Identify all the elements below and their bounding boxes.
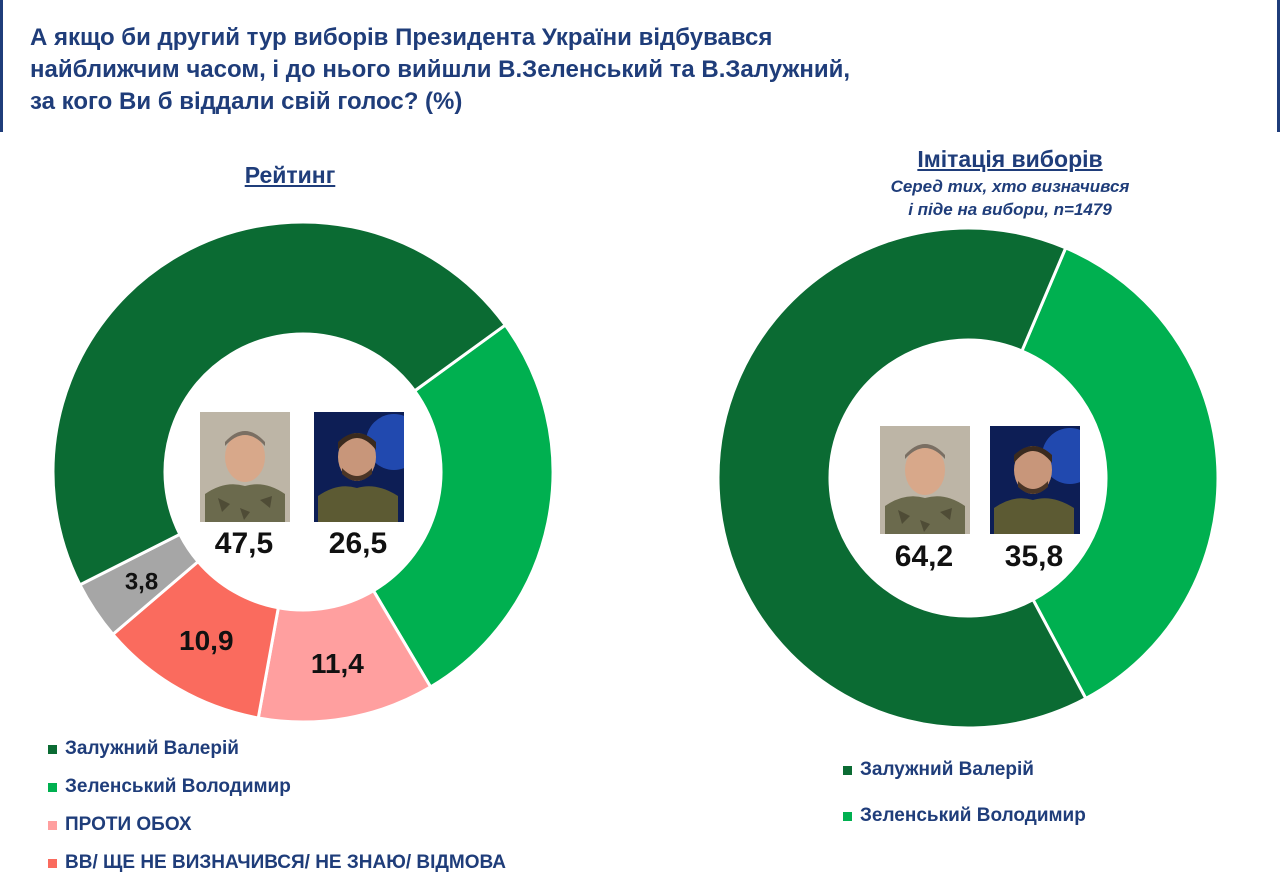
subtitle-line-2: і піде на вибори, n=1479 xyxy=(908,200,1112,219)
rating-donut-chart: 11,4 10,9 3,8 xyxy=(51,220,555,724)
legend-item-zaluzhnyi: Залужний Валерій xyxy=(843,747,1086,793)
title-line-1: А якщо би другий тур виборів Президента … xyxy=(30,24,773,51)
title-line-2: найближчим часом, і до нього вийшли В.Зе… xyxy=(30,56,851,83)
legend-marker xyxy=(48,858,57,868)
zaluzhnyi-slice xyxy=(51,220,508,587)
legend-label: Залужний Валерій xyxy=(65,738,239,759)
legend-label: ПРОТИ ОБОХ xyxy=(65,814,192,835)
page-title: А якщо би другий тур виборів Президента … xyxy=(30,22,1030,118)
zaluzhnyi-photo xyxy=(200,412,290,522)
simulation-donut-chart xyxy=(718,228,1220,730)
legend-item-against: ПРОТИ ОБОХ xyxy=(48,806,506,844)
legend-label: Залужний Валерій xyxy=(860,759,1034,780)
legend-label: Зеленський Володимир xyxy=(65,776,291,797)
other-value-label: 3,8 xyxy=(125,569,158,596)
legend-label: Зеленський Володимир xyxy=(860,805,1086,826)
zaluzhnyi-simulation-value: 64,2 xyxy=(894,540,954,573)
legend-marker xyxy=(843,765,852,775)
legend-label: ВВ/ ЩЕ НЕ ВИЗНАЧИВСЯ/ НЕ ЗНАЮ/ ВІДМОВА xyxy=(65,852,507,873)
zaluzhnyi-rating-value: 47,5 xyxy=(214,527,274,560)
zelenskyi-photo xyxy=(314,412,404,522)
legend-item-zelenskyi: Зеленський Володимир xyxy=(843,793,1086,839)
rating-legend: Залужний Валерій Зеленський Володимир ПР… xyxy=(48,730,506,882)
subtitle-line-1: Серед тих, хто визначився xyxy=(890,177,1130,196)
legend-marker xyxy=(843,811,852,821)
simulation-legend: Залужний Валерій Зеленський Володимир xyxy=(843,747,1086,839)
zelenskyi-slice xyxy=(371,322,555,690)
election-simulation-subtitle: Серед тих, хто визначився і піде на вибо… xyxy=(840,175,1180,221)
zelenskyi-rating-value: 26,5 xyxy=(328,527,388,560)
against-both-value-label: 11,4 xyxy=(311,648,364,679)
title-line-3: за кого Ви б віддали свій голос? (%) xyxy=(30,88,463,115)
right-edge-rule xyxy=(1277,0,1280,132)
left-edge-rule xyxy=(0,0,3,132)
zelenskyi-photo xyxy=(990,426,1080,534)
undecided-value-label: 10,9 xyxy=(179,625,234,656)
election-simulation-title: Імітація виборів xyxy=(917,146,1103,172)
zaluzhnyi-photo xyxy=(880,426,970,534)
legend-item-undecided: ВВ/ ЩЕ НЕ ВИЗНАЧИВСЯ/ НЕ ЗНАЮ/ ВІДМОВА xyxy=(48,844,506,882)
legend-marker xyxy=(48,744,57,754)
legend-item-zaluzhnyi: Залужний Валерій xyxy=(48,730,506,768)
legend-marker xyxy=(48,782,57,792)
rating-chart-title: Рейтинг xyxy=(244,162,336,188)
legend-item-zelenskyi: Зеленський Володимир xyxy=(48,768,506,806)
zelenskyi-simulation-value: 35,8 xyxy=(1004,540,1064,573)
zaluzhnyi-slice xyxy=(718,228,1088,730)
legend-marker xyxy=(48,820,57,830)
zelenskyi-slice xyxy=(1019,245,1220,701)
